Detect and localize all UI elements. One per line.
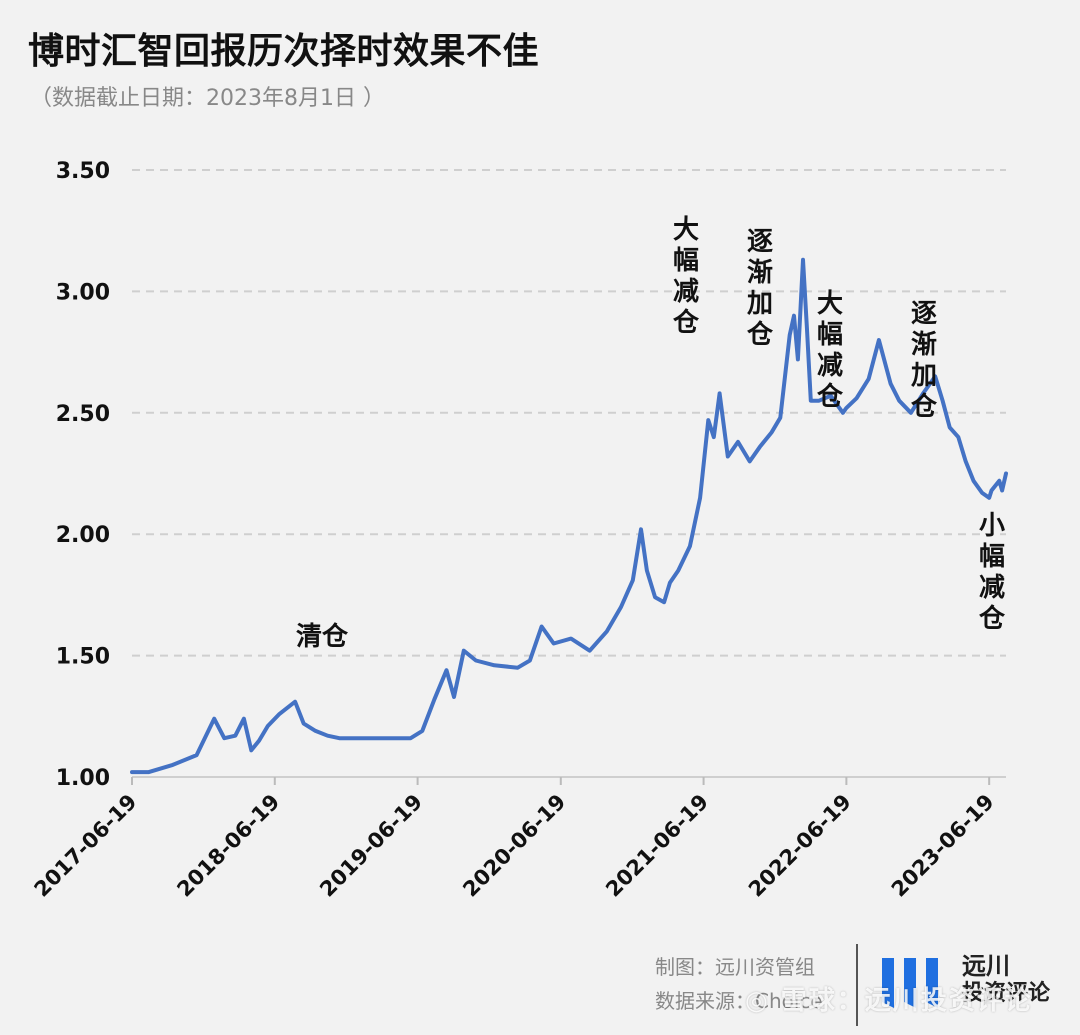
- brand-name-line2: 投资评论: [962, 981, 1051, 1006]
- annotation-label: 大幅减仓: [816, 289, 844, 412]
- credit-source: 数据来源：Choice: [655, 989, 823, 1013]
- x-tick-label: 2023-06-19: [887, 790, 999, 902]
- grid-lines: [132, 169, 1006, 657]
- page-title: 博时汇智回报历次择时效果不佳: [28, 31, 540, 72]
- y-tick-label: 2.00: [56, 523, 110, 548]
- y-tick-label: 3.50: [56, 159, 110, 184]
- brand-name-line1: 远川: [962, 952, 1010, 980]
- x-tick-label: 2018-06-19: [172, 790, 284, 902]
- annotation-label: 小幅减仓: [978, 511, 1006, 634]
- annotation-label: 逐渐加仓: [746, 227, 774, 350]
- series-layer: [130, 257, 1008, 775]
- page-subtitle: （数据截止日期：2023年8月1日 ）: [30, 86, 385, 111]
- brand-logo-icon: [882, 958, 938, 1008]
- chart-credits: 制图：远川资管组 数据来源：Choice: [655, 950, 823, 1018]
- y-tick-label: 1.00: [56, 766, 110, 791]
- brand-name: 远川 投资评论: [962, 952, 1050, 1008]
- watermark: ◎ 雪球：远川投资评论: [745, 986, 1033, 1016]
- series-line: [130, 257, 1008, 775]
- y-tick-label: 2.50: [56, 402, 110, 427]
- credit-maker: 制图：远川资管组: [655, 955, 815, 979]
- annotation-label: 逐渐加仓: [910, 299, 938, 422]
- y-tick-label: 3.00: [56, 280, 110, 305]
- annotation-label: 大幅减仓: [672, 215, 700, 338]
- x-tick-label: 2022-06-19: [744, 790, 856, 902]
- x-tick-label: 2020-06-19: [458, 790, 570, 902]
- y-tick-label: 1.50: [56, 645, 110, 670]
- x-tick-label: 2021-06-19: [601, 790, 713, 902]
- footer-divider: [856, 944, 858, 1026]
- x-tick-label: 2019-06-19: [315, 790, 427, 902]
- axes: 1.00 1.50 2.00 2.50 3.00 3.50 2017-06-19 2018-0…: [30, 159, 1006, 902]
- annotation-label: 清仓: [296, 621, 349, 652]
- x-tick-label: 2017-06-19: [30, 790, 142, 902]
